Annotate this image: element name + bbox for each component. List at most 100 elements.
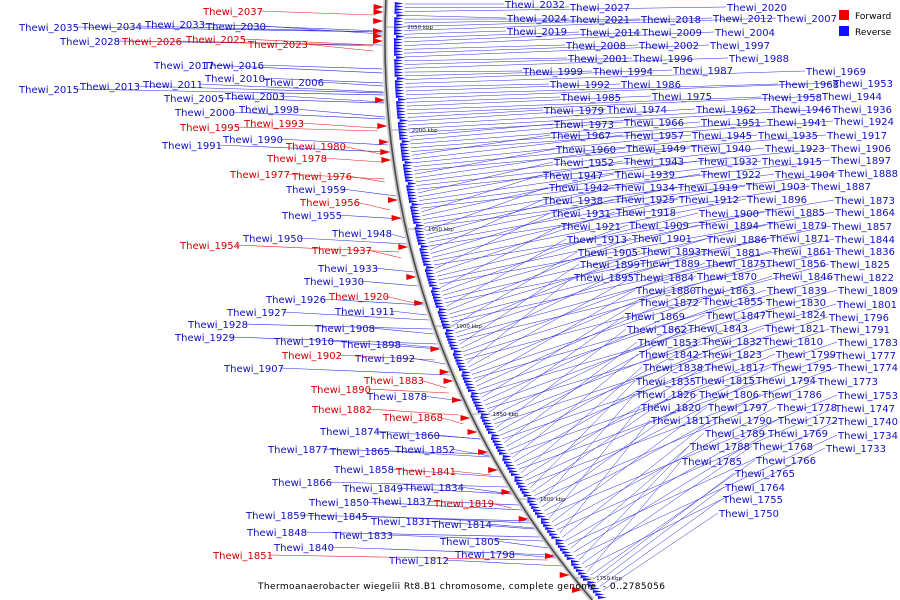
- leader-line: [258, 10, 374, 16]
- gene-arrow-reverse: [442, 326, 452, 329]
- gene-arrow-reverse: [420, 245, 430, 248]
- leader-line: [298, 237, 407, 245]
- leader-line: [404, 31, 715, 46]
- gene-arrow-forward: [381, 157, 392, 163]
- gene-arrow-reverse: [421, 254, 431, 257]
- gene-label: Thewi_1810: [762, 337, 823, 348]
- gene-arrow-reverse: [511, 473, 520, 476]
- gene-arrow-reverse: [464, 380, 474, 383]
- leader-line: [405, 83, 779, 96]
- gene-arrow-reverse: [446, 329, 455, 332]
- leader-line: [384, 295, 415, 304]
- gene-label: Thewi_1975: [651, 92, 712, 103]
- gene-arrow-reverse: [396, 104, 406, 107]
- gene-arrow-reverse: [394, 20, 404, 23]
- leader-line: [471, 275, 773, 375]
- leader-line: [319, 81, 384, 87]
- gene-arrow-reverse: [412, 215, 421, 218]
- leader-line: [415, 147, 626, 179]
- gene-label: Thewi_2017: [153, 61, 214, 72]
- gene-arrow-reverse: [547, 530, 557, 533]
- leader-line: [414, 148, 556, 175]
- leader-line: [584, 447, 826, 568]
- gene-arrow-reverse: [433, 299, 443, 302]
- leader-line: [581, 445, 753, 564]
- leader-line: [570, 432, 705, 549]
- scale-tick-label: 1950 kbp: [428, 227, 454, 233]
- gene-arrow-forward: [559, 572, 570, 578]
- leader-line: [435, 211, 616, 273]
- gene-label: Thewi_1789: [704, 429, 765, 440]
- gene-arrow-reverse: [401, 155, 411, 158]
- leader-line: [418, 160, 624, 198]
- leader-line: [388, 534, 544, 542]
- gene-arrow-reverse: [399, 119, 409, 122]
- gene-label: Thewi_2028: [59, 37, 120, 48]
- gene-arrow-reverse: [394, 71, 404, 74]
- gene-label: Thewi_1798: [454, 550, 515, 561]
- gene-label: Thewi_1976: [291, 172, 352, 183]
- gene-label: Thewi_1815: [694, 376, 755, 387]
- leader-line: [494, 316, 829, 425]
- leader-line: [438, 416, 464, 425]
- gene-arrow-reverse: [566, 557, 576, 560]
- gene-label: Thewi_1845: [307, 512, 368, 523]
- leader-line: [74, 88, 384, 96]
- gene-label: Thewi_1740: [837, 417, 898, 428]
- gene-arrow-reverse: [394, 47, 403, 50]
- leader-line: [385, 450, 490, 458]
- gene-arrow-reverse: [425, 269, 434, 272]
- gene-label: Thewi_2005: [163, 94, 224, 105]
- gene-arrow-reverse: [417, 239, 427, 242]
- gene-arrow-reverse: [415, 233, 425, 236]
- gene-arrow-reverse: [403, 170, 413, 173]
- gene-label: Thewi_1950: [242, 234, 303, 245]
- gene-arrow-reverse: [433, 296, 442, 299]
- gene-label: Thewi_1979: [543, 106, 604, 117]
- leader-line: [518, 354, 836, 470]
- gene-arrow-reverse: [394, 32, 403, 35]
- leader-line: [413, 134, 758, 167]
- gene-label: Thewi_1925: [614, 195, 675, 206]
- leader-line: [322, 157, 382, 163]
- gene-label: Thewi_1987: [672, 66, 733, 77]
- leader-line: [404, 6, 570, 9]
- leader-line: [502, 328, 830, 440]
- gene-label: Thewi_1918: [615, 208, 676, 219]
- leader-line: [387, 232, 406, 239]
- gene-arrow-reverse: [406, 188, 416, 191]
- gene-arrow-reverse: [426, 266, 436, 269]
- leader-line: [435, 434, 481, 440]
- gene-arrow-reverse: [397, 116, 407, 119]
- leader-line: [516, 353, 776, 466]
- gene-label: Thewi_1892: [354, 354, 415, 365]
- leader-line: [294, 108, 386, 118]
- leader-line: [404, 57, 729, 69]
- gene-label: Thewi_1835: [635, 377, 696, 388]
- gene-arrow-reverse: [462, 371, 472, 374]
- leader-line: [432, 198, 747, 262]
- leader-line: [406, 96, 762, 111]
- gene-arrow-reverse: [395, 83, 405, 86]
- gene-arrow-reverse: [407, 182, 417, 185]
- gene-arrow-reverse: [410, 209, 420, 212]
- gene-arrow-reverse: [401, 140, 411, 143]
- leader-line: [551, 406, 708, 523]
- gene-arrow-reverse: [481, 413, 491, 416]
- gene-arrow-forward: [398, 244, 409, 250]
- gene-arrow-reverse: [414, 227, 424, 230]
- gene-arrow-reverse: [394, 65, 404, 68]
- gene-arrow-reverse: [482, 419, 491, 422]
- leader-line: [341, 188, 397, 197]
- gene-arrow-reverse: [416, 236, 426, 239]
- gene-features: [373, 2, 607, 599]
- gene-arrow-reverse: [422, 260, 432, 263]
- gene-label: Thewi_1908: [314, 324, 375, 335]
- gene-arrow-forward: [439, 369, 450, 375]
- gene-arrow-forward: [379, 139, 390, 145]
- gene-label: Thewi_1988: [728, 54, 789, 65]
- leader-line: [473, 276, 834, 379]
- leader-line: [442, 224, 699, 296]
- gene-arrow-reverse: [533, 509, 543, 512]
